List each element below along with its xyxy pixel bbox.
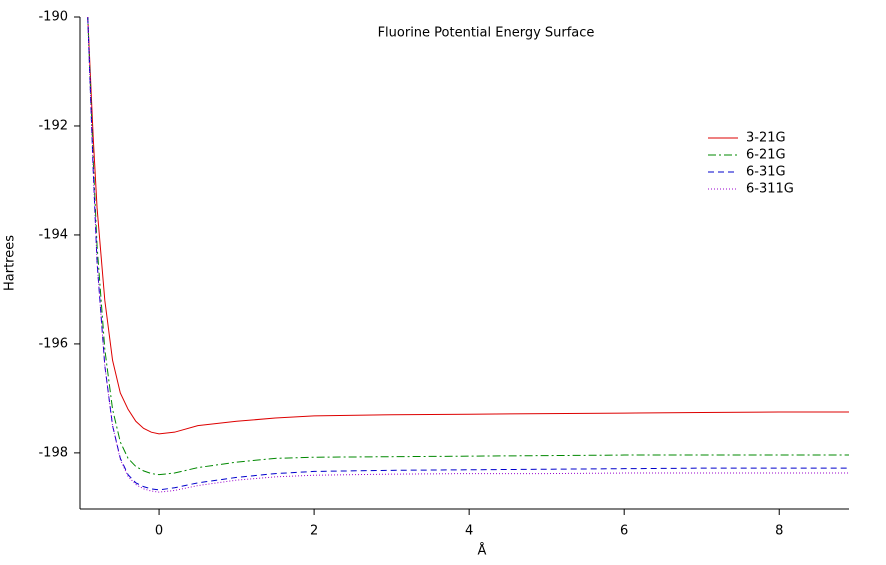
series-line bbox=[87, 16, 849, 435]
legend-label: 6-311G bbox=[746, 182, 794, 197]
y-tick-label: -194 bbox=[38, 227, 68, 242]
x-tick-label: 2 bbox=[310, 524, 318, 539]
y-tick-label: -196 bbox=[38, 336, 68, 351]
y-tick-label: -192 bbox=[38, 118, 68, 133]
series-line bbox=[87, 16, 849, 493]
x-tick-label: 6 bbox=[620, 524, 628, 539]
chart-title: Fluorine Potential Energy Surface bbox=[378, 26, 595, 41]
x-tick-label: 4 bbox=[465, 524, 473, 539]
y-tick-label: -190 bbox=[38, 10, 68, 25]
series-line bbox=[87, 16, 849, 491]
x-tick-label: 8 bbox=[775, 524, 783, 539]
x-tick-label: 0 bbox=[155, 524, 163, 539]
legend-label: 6-31G bbox=[746, 165, 786, 180]
y-tick-label: -198 bbox=[38, 445, 68, 460]
x-axis-label: Å bbox=[478, 543, 487, 559]
series-line bbox=[87, 16, 849, 476]
y-axis-label: Hartrees bbox=[3, 235, 18, 291]
legend-label: 6-21G bbox=[746, 148, 786, 163]
legend-label: 3-21G bbox=[746, 131, 786, 146]
